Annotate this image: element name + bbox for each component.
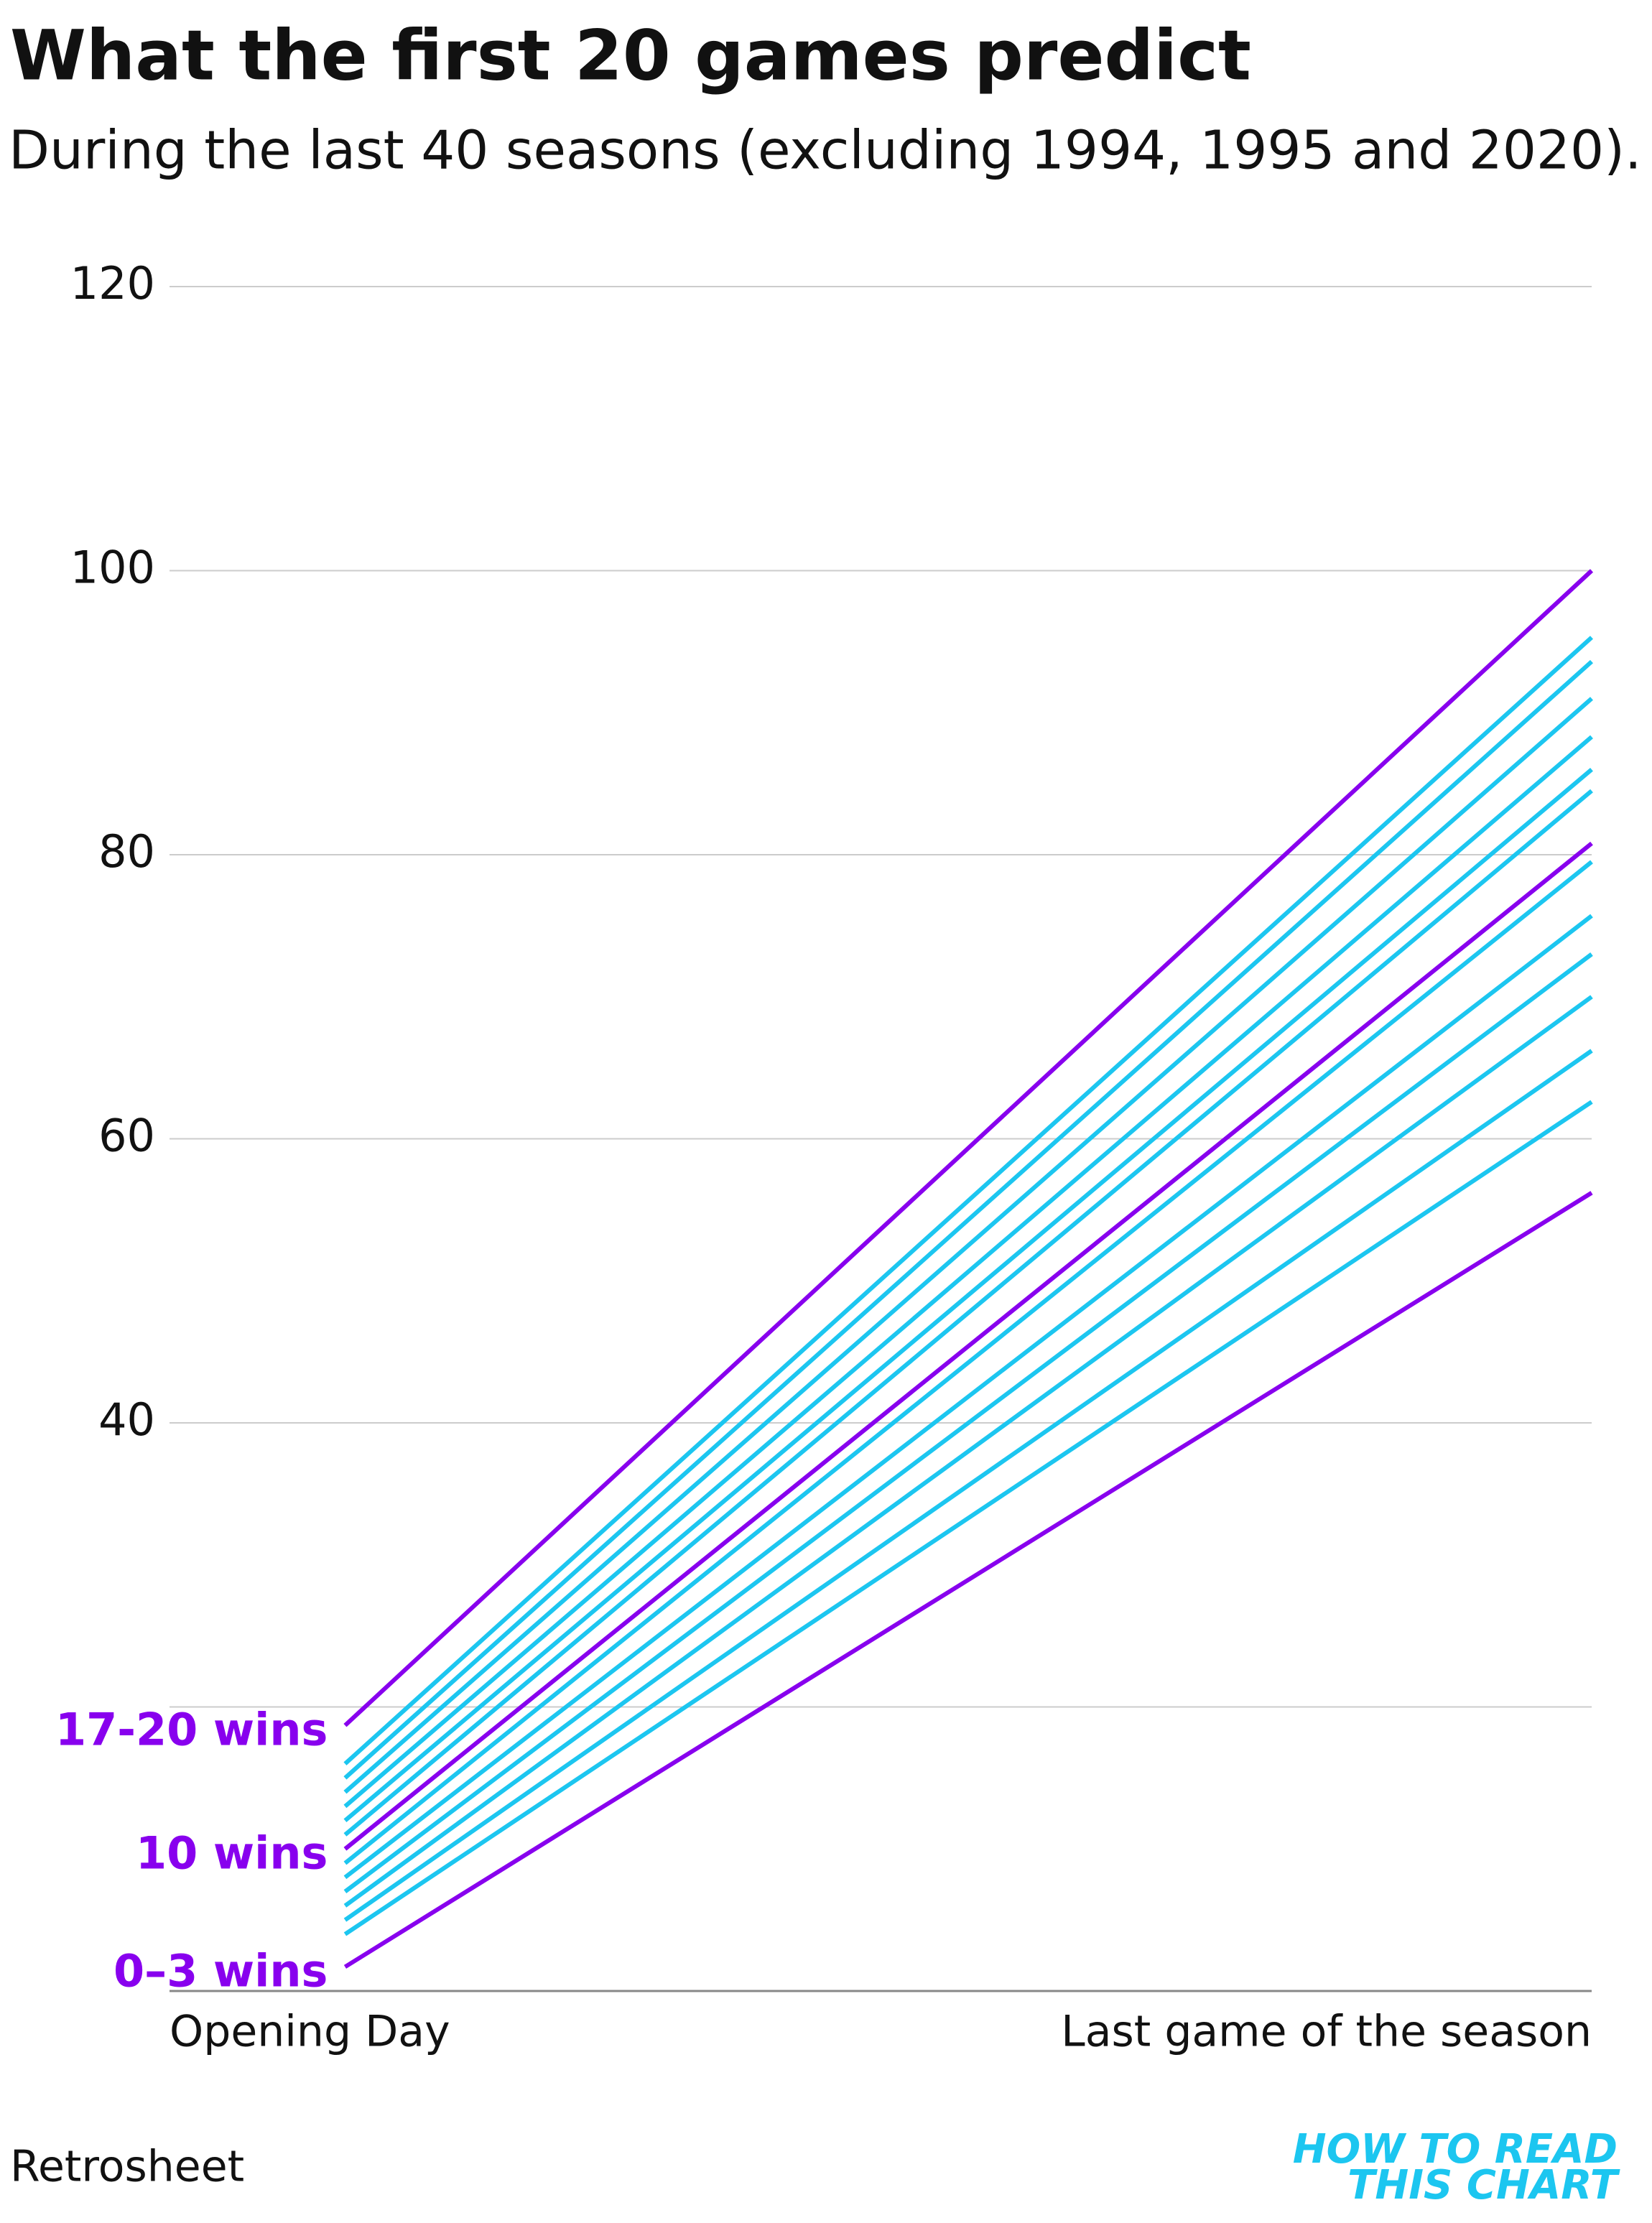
source: Retrosheet	[10, 2142, 244, 2192]
x-tick-label: Last game of the season	[1061, 2007, 1592, 2057]
series-label: 0–3 wins	[113, 1944, 328, 1997]
y-tick-label: 80	[98, 825, 155, 878]
x-tick-label: Opening Day	[170, 2007, 450, 2057]
y-tick-label: 60	[98, 1110, 155, 1162]
line	[343, 995, 1593, 1908]
chart-subtitle: During the last 40 seasons (excluding 19…	[9, 120, 1641, 182]
line	[343, 1049, 1593, 1922]
line	[343, 1191, 1593, 1969]
line	[343, 1100, 1593, 1936]
line	[343, 841, 1593, 1851]
logo: THIS CHART	[1347, 2162, 1620, 2209]
line	[343, 914, 1593, 1880]
line	[343, 860, 1593, 1865]
logo: HOW TO READ	[1293, 2126, 1618, 2173]
line	[343, 952, 1593, 1893]
line	[343, 636, 1594, 1765]
line	[343, 569, 1594, 1727]
line	[343, 697, 1593, 1794]
line	[343, 789, 1593, 1837]
line	[343, 659, 1594, 1780]
y-tick-label: 120	[70, 257, 155, 310]
series-label: 10 wins	[136, 1827, 328, 1879]
y-tick-label: 100	[70, 542, 155, 594]
y-tick-label: 40	[98, 1393, 155, 1446]
line	[343, 735, 1593, 1809]
series-label: 17-20 wins	[55, 1703, 328, 1755]
line	[343, 768, 1593, 1822]
chart-title: What the first 20 games predict	[10, 15, 1251, 96]
